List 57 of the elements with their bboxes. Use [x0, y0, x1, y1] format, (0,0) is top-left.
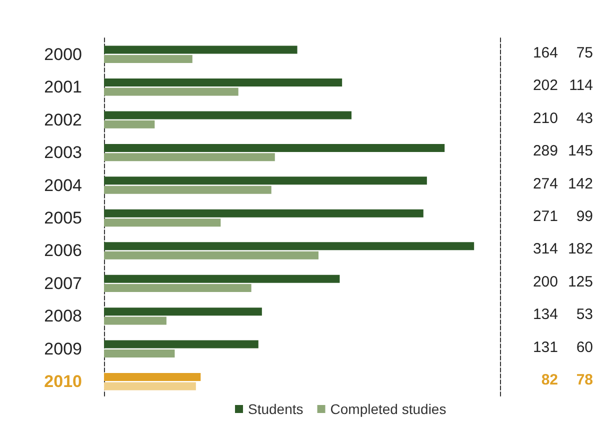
data-label: 314 — [532, 240, 558, 258]
y-tick-label: 2004 — [44, 176, 82, 195]
y-tick-label: 2005 — [44, 208, 82, 228]
bar — [104, 176, 427, 185]
bar — [104, 274, 340, 283]
data-label: 145 — [568, 142, 593, 160]
bar — [104, 46, 298, 54]
data-label: 164 — [532, 44, 558, 62]
data-label: 271 — [532, 208, 558, 225]
data-label: 75 — [576, 44, 593, 62]
bar — [104, 186, 272, 194]
y-tick-label: 2000 — [44, 44, 82, 64]
data-label: 142 — [568, 175, 593, 192]
data-label: 131 — [532, 338, 558, 356]
data-label: 289 — [532, 142, 558, 160]
bar — [104, 251, 318, 260]
bar — [104, 144, 445, 152]
data-label: 202 — [532, 77, 558, 94]
data-label: 134 — [532, 306, 558, 324]
y-tick-label: 2006 — [44, 241, 82, 260]
data-label: 43 — [576, 110, 593, 127]
data-label: 274 — [532, 175, 558, 192]
bar — [104, 54, 192, 63]
bar — [104, 111, 352, 120]
bar — [104, 209, 424, 218]
bar — [104, 373, 201, 382]
bar — [104, 340, 258, 348]
bar — [104, 382, 196, 390]
bar — [104, 120, 155, 128]
data-label: 53 — [576, 306, 593, 324]
data-label: 60 — [576, 338, 593, 356]
data-label: 200 — [532, 273, 558, 290]
bar — [104, 153, 275, 162]
y-tick-label: 2007 — [44, 274, 82, 293]
legend-label: Students — [248, 401, 304, 417]
y-tick-label: 2010 — [44, 372, 82, 392]
data-label: 210 — [532, 110, 558, 127]
data-label: 78 — [576, 372, 593, 389]
bar — [104, 218, 221, 227]
data-label: 114 — [569, 77, 593, 94]
bar — [104, 88, 238, 96]
data-label: 99 — [576, 208, 593, 225]
legend-label: Completed studies — [330, 401, 446, 417]
bar — [104, 284, 252, 292]
data-label: 182 — [568, 240, 593, 258]
bar — [104, 242, 474, 250]
bar — [104, 78, 342, 86]
y-tick-label: 2002 — [44, 110, 82, 130]
bar — [104, 316, 166, 325]
y-tick-label: 2003 — [44, 143, 82, 162]
y-tick-label: 2009 — [44, 339, 82, 358]
y-tick-label: 2001 — [44, 78, 82, 97]
data-label: 125 — [568, 273, 593, 290]
bar — [104, 350, 175, 358]
bar — [104, 308, 262, 316]
y-tick-label: 2008 — [44, 306, 82, 326]
data-label: 82 — [541, 372, 558, 389]
